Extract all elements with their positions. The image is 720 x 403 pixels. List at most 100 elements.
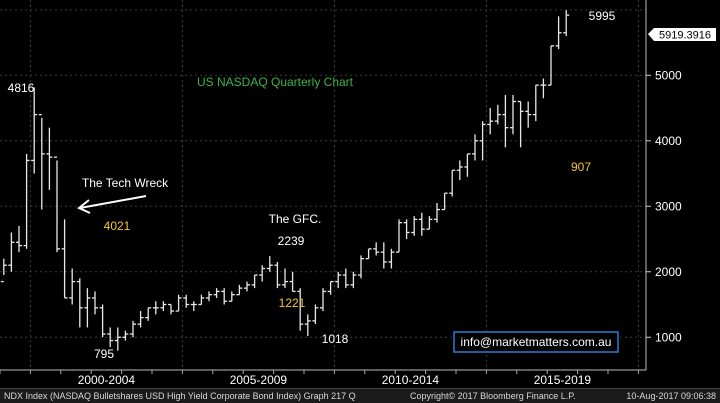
y-tick-label: 5000 [655, 68, 682, 82]
ohlc-bar [145, 307, 152, 321]
tech-wreck-arrow [77, 195, 147, 214]
ohlc-bar [320, 288, 326, 312]
ohlc-bar [396, 219, 402, 253]
ohlc-bar [494, 104, 501, 125]
ohlc-bar [434, 203, 440, 223]
ohlc-bar [418, 212, 425, 236]
watermark-text: info@marketmatters.com.au [461, 335, 612, 349]
ohlc-bar [365, 248, 372, 260]
ohlc-bar [92, 291, 98, 315]
ohlc-bar [99, 304, 106, 338]
ohlc-bar [107, 327, 114, 348]
ohlc-bar [441, 192, 448, 211]
ohlc-bar [168, 303, 174, 315]
ohlc-bar [221, 288, 228, 305]
label-4816: 4816 [8, 81, 35, 95]
ohlc-bar [16, 225, 22, 253]
label-5995: 5995 [589, 9, 616, 23]
ohlc-bar [403, 219, 410, 240]
watermark-box [453, 331, 619, 353]
ohlc-bar [456, 160, 463, 181]
label-1018: 1018 [322, 332, 349, 346]
ohlc-bar [61, 219, 68, 299]
ohlc-bar [213, 288, 220, 298]
ohlc-bar [449, 169, 456, 197]
footer-security-info: NDX Index (NASDAQ Bulletshares USD High … [4, 391, 356, 401]
last-price-tag: 5919.3916 [648, 28, 716, 42]
ohlc-bar [373, 242, 380, 256]
ohlc-bar [244, 281, 250, 292]
ohlc-bar [304, 314, 311, 337]
ohlc-bar [175, 294, 182, 312]
price-bars [0, 10, 570, 351]
label-tech-wreck: The Tech Wreck [82, 176, 169, 190]
ohlc-bar [236, 284, 243, 296]
ohlc-bar [160, 301, 167, 312]
ohlc-bar [342, 268, 349, 289]
value-1221: 1221 [279, 296, 306, 310]
y-tick-label: 2000 [655, 265, 682, 279]
ohlc-bar [31, 87, 38, 174]
ohlc-bar [251, 274, 258, 289]
ohlc-bar [548, 45, 554, 86]
grid [0, 0, 646, 370]
label-795: 795 [94, 347, 114, 361]
ohlc-bar [510, 94, 516, 135]
ohlc-bar [563, 10, 570, 37]
ohlc-bar [266, 256, 273, 272]
ohlc-bar [54, 156, 60, 253]
ohlc-bar [69, 268, 76, 305]
y-tick-label: 4000 [655, 134, 682, 148]
ohlc-bar [46, 127, 53, 190]
ohlc-bar [380, 242, 387, 269]
last-price-value: 5919.3916 [659, 30, 711, 42]
ohlc-bar [38, 113, 45, 210]
value-907: 907 [571, 160, 591, 174]
footer-copyright: Copyright© 2017 Bloomberg Finance L.P. [410, 391, 576, 401]
ohlc-bar [282, 268, 288, 289]
ohlc-bar [122, 330, 129, 341]
ohlc-bar [312, 304, 319, 325]
status-footer: NDX Index (NASDAQ Bulletshares USD High … [0, 388, 720, 403]
ohlc-bar [130, 320, 136, 338]
ohlc-bar [426, 216, 433, 230]
ohlc-bar [472, 134, 478, 161]
footer-timestamp: 10-Aug-2017 09:06:38 [626, 391, 716, 401]
x-tick-label: 2010-2014 [382, 373, 440, 387]
x-tick-label: 2000-2004 [78, 373, 136, 387]
ohlc-bar [411, 216, 418, 236]
ohlc-bar [358, 255, 364, 279]
ohlc-bar [0, 258, 7, 283]
label-2239: 2239 [278, 234, 305, 248]
ohlc-bar [228, 291, 235, 302]
ohlc-bar [84, 288, 91, 328]
ohlc-bar [517, 100, 524, 148]
x-tick-label: 2015-2019 [534, 373, 592, 387]
ohlc-bar [487, 108, 494, 135]
ohlc-bar [289, 271, 296, 293]
ohlc-bar [525, 101, 532, 128]
ohlc-bar [152, 301, 159, 315]
ohlc-bar [190, 301, 197, 312]
ohlc-bar [8, 232, 15, 272]
ohlc-bar [479, 121, 486, 161]
ohlc-bar [23, 153, 30, 249]
ohlc-bar [297, 288, 304, 331]
ohlc-bar [114, 327, 121, 351]
ohlc-bar [555, 16, 562, 50]
ohlc-bar [327, 280, 334, 295]
value-4021: 4021 [104, 219, 131, 233]
ohlc-bar [76, 278, 83, 328]
ohlc-bar [502, 94, 509, 148]
y-tick-label: 3000 [655, 199, 682, 213]
ohlc-bar [532, 84, 539, 122]
ohlc-bar [464, 153, 471, 177]
axes: 1000 2000 3000 4000 5000 2000-2004 2005-2009 20… [0, 0, 682, 387]
last-price-badge [648, 28, 716, 41]
ohlc-bar [540, 78, 547, 99]
ohlc-bar [350, 271, 357, 289]
label-gfc: The GFC. [269, 212, 322, 226]
ohlc-bar [206, 291, 212, 302]
ohlc-bar [137, 311, 144, 328]
